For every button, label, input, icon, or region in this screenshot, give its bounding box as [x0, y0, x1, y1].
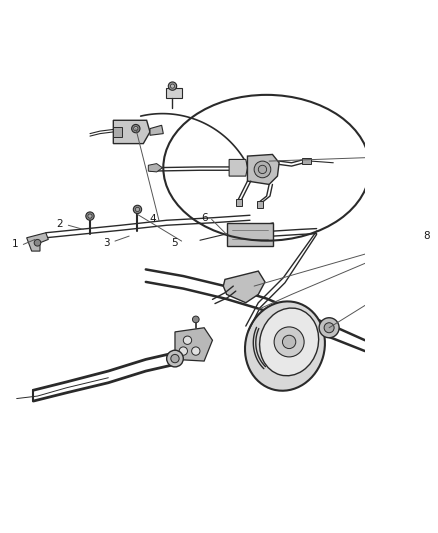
- Polygon shape: [247, 155, 279, 184]
- Text: 5: 5: [172, 238, 178, 248]
- Circle shape: [168, 82, 177, 90]
- Polygon shape: [303, 158, 311, 165]
- Circle shape: [170, 84, 175, 88]
- Polygon shape: [257, 201, 263, 208]
- Circle shape: [86, 212, 94, 220]
- Polygon shape: [113, 120, 150, 143]
- Polygon shape: [169, 84, 176, 88]
- Circle shape: [192, 347, 200, 355]
- Circle shape: [133, 205, 141, 214]
- Circle shape: [166, 350, 184, 367]
- Polygon shape: [113, 127, 122, 137]
- Circle shape: [192, 316, 199, 323]
- Polygon shape: [226, 223, 273, 246]
- Circle shape: [184, 336, 192, 344]
- Circle shape: [274, 327, 304, 357]
- Ellipse shape: [245, 302, 325, 391]
- Circle shape: [88, 214, 92, 218]
- Circle shape: [324, 323, 334, 333]
- Polygon shape: [148, 164, 162, 172]
- Circle shape: [135, 207, 140, 212]
- Circle shape: [283, 335, 296, 349]
- Text: 2: 2: [57, 219, 64, 229]
- Circle shape: [171, 354, 179, 363]
- Text: 1: 1: [12, 239, 18, 249]
- Ellipse shape: [260, 308, 318, 376]
- Circle shape: [254, 161, 271, 178]
- Text: 8: 8: [423, 231, 430, 241]
- Circle shape: [319, 318, 339, 338]
- Polygon shape: [166, 88, 183, 98]
- Circle shape: [179, 347, 187, 355]
- Text: 4: 4: [149, 214, 156, 224]
- Text: 3: 3: [103, 238, 110, 248]
- Polygon shape: [223, 271, 265, 303]
- Circle shape: [132, 124, 140, 133]
- Polygon shape: [229, 159, 247, 176]
- Circle shape: [134, 126, 138, 131]
- Circle shape: [34, 239, 41, 246]
- Text: 6: 6: [201, 213, 208, 223]
- Polygon shape: [236, 199, 243, 206]
- Polygon shape: [175, 328, 212, 361]
- Polygon shape: [150, 125, 163, 135]
- Circle shape: [258, 165, 267, 174]
- Polygon shape: [27, 233, 48, 251]
